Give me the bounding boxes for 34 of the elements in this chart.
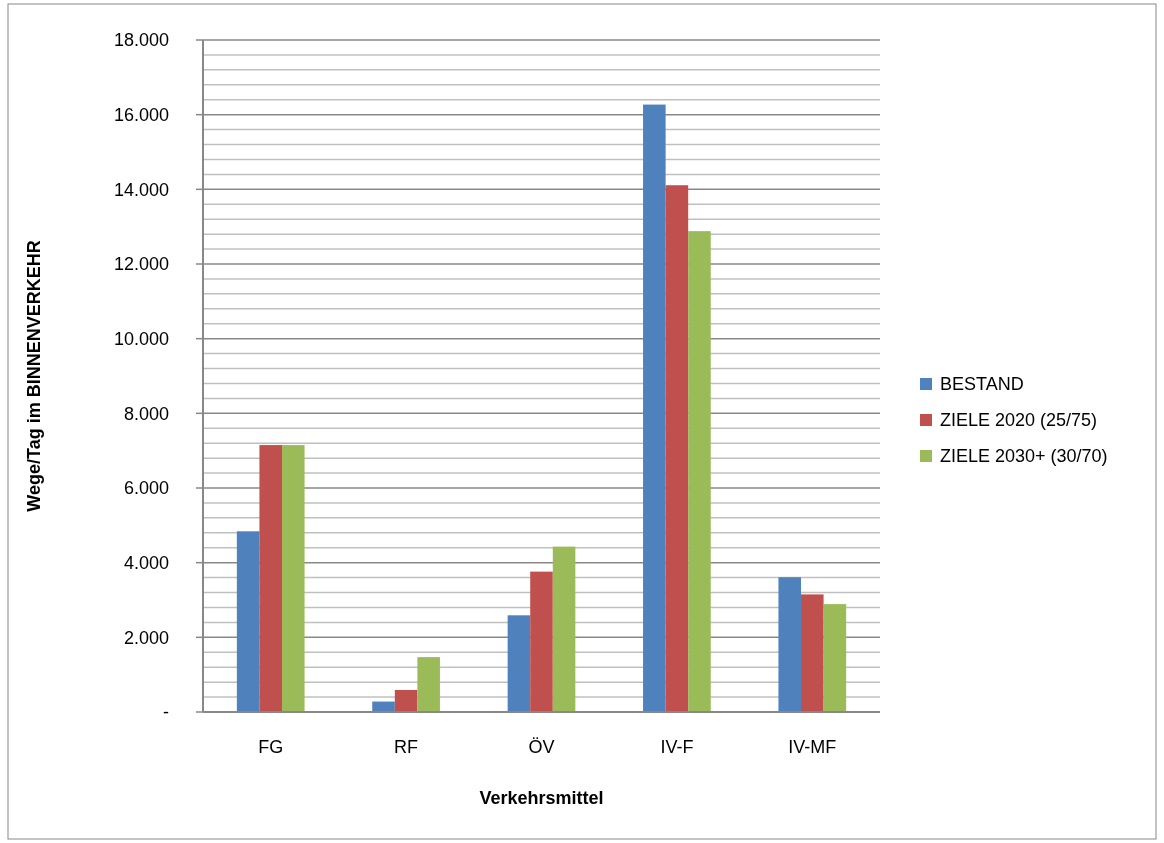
x-axis-title: Verkehrsmittel — [479, 788, 604, 808]
y-axis-title: Wege/Tag im BINNENVERKEHR — [24, 240, 44, 512]
y-tick-label: 12.000 — [113, 254, 169, 275]
legend-label: ZIELE 2020 (25/75) — [940, 410, 1098, 431]
y-tick-label: 4.000 — [123, 552, 169, 573]
bar — [778, 577, 802, 712]
bar — [643, 104, 666, 712]
bar — [552, 546, 576, 712]
y-tick-label: 16.000 — [113, 104, 169, 125]
legend-label: ZIELE 2030+ (30/70) — [940, 446, 1108, 467]
x-tick-label: ÖV — [528, 737, 555, 758]
bar — [417, 657, 440, 712]
x-tick-label: IV-MF — [788, 737, 837, 758]
y-tick-label: 14.000 — [113, 179, 169, 200]
x-tick-label: RF — [394, 737, 419, 758]
y-tick-label: 10.000 — [113, 328, 169, 349]
legend-label: BESTAND — [940, 374, 1024, 395]
y-tick-label: 2.000 — [123, 627, 169, 648]
y-tick-label: 18.000 — [113, 30, 169, 51]
bar — [665, 185, 689, 712]
bar — [281, 445, 305, 712]
bar — [236, 531, 260, 712]
bar — [394, 689, 418, 712]
x-tick-label: FG — [258, 737, 284, 758]
bar — [530, 571, 553, 712]
bar — [259, 445, 282, 712]
y-tick-label: - — [163, 702, 169, 723]
bar — [823, 604, 847, 712]
bar — [688, 231, 711, 712]
x-tick-label: IV-F — [660, 737, 694, 758]
bar — [507, 615, 531, 712]
y-tick-label: 8.000 — [123, 403, 169, 424]
bar — [801, 594, 824, 712]
y-tick-label: 6.000 — [123, 478, 169, 499]
